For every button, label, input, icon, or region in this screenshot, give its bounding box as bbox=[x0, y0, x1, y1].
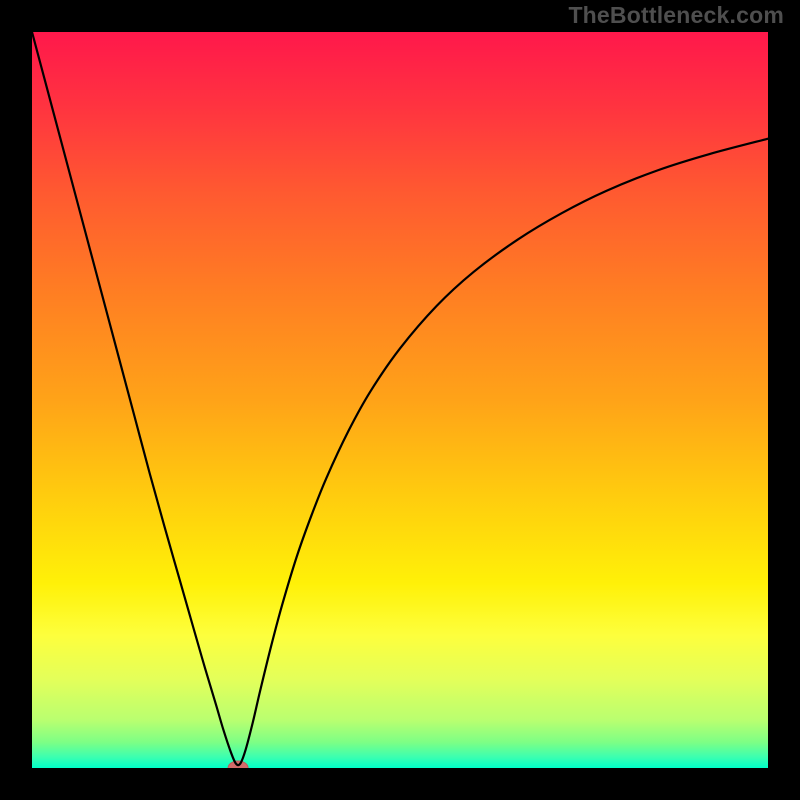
chart-svg bbox=[0, 0, 800, 800]
heat-gradient-background bbox=[32, 32, 768, 768]
bottleneck-chart: TheBottleneck.com bbox=[0, 0, 800, 800]
